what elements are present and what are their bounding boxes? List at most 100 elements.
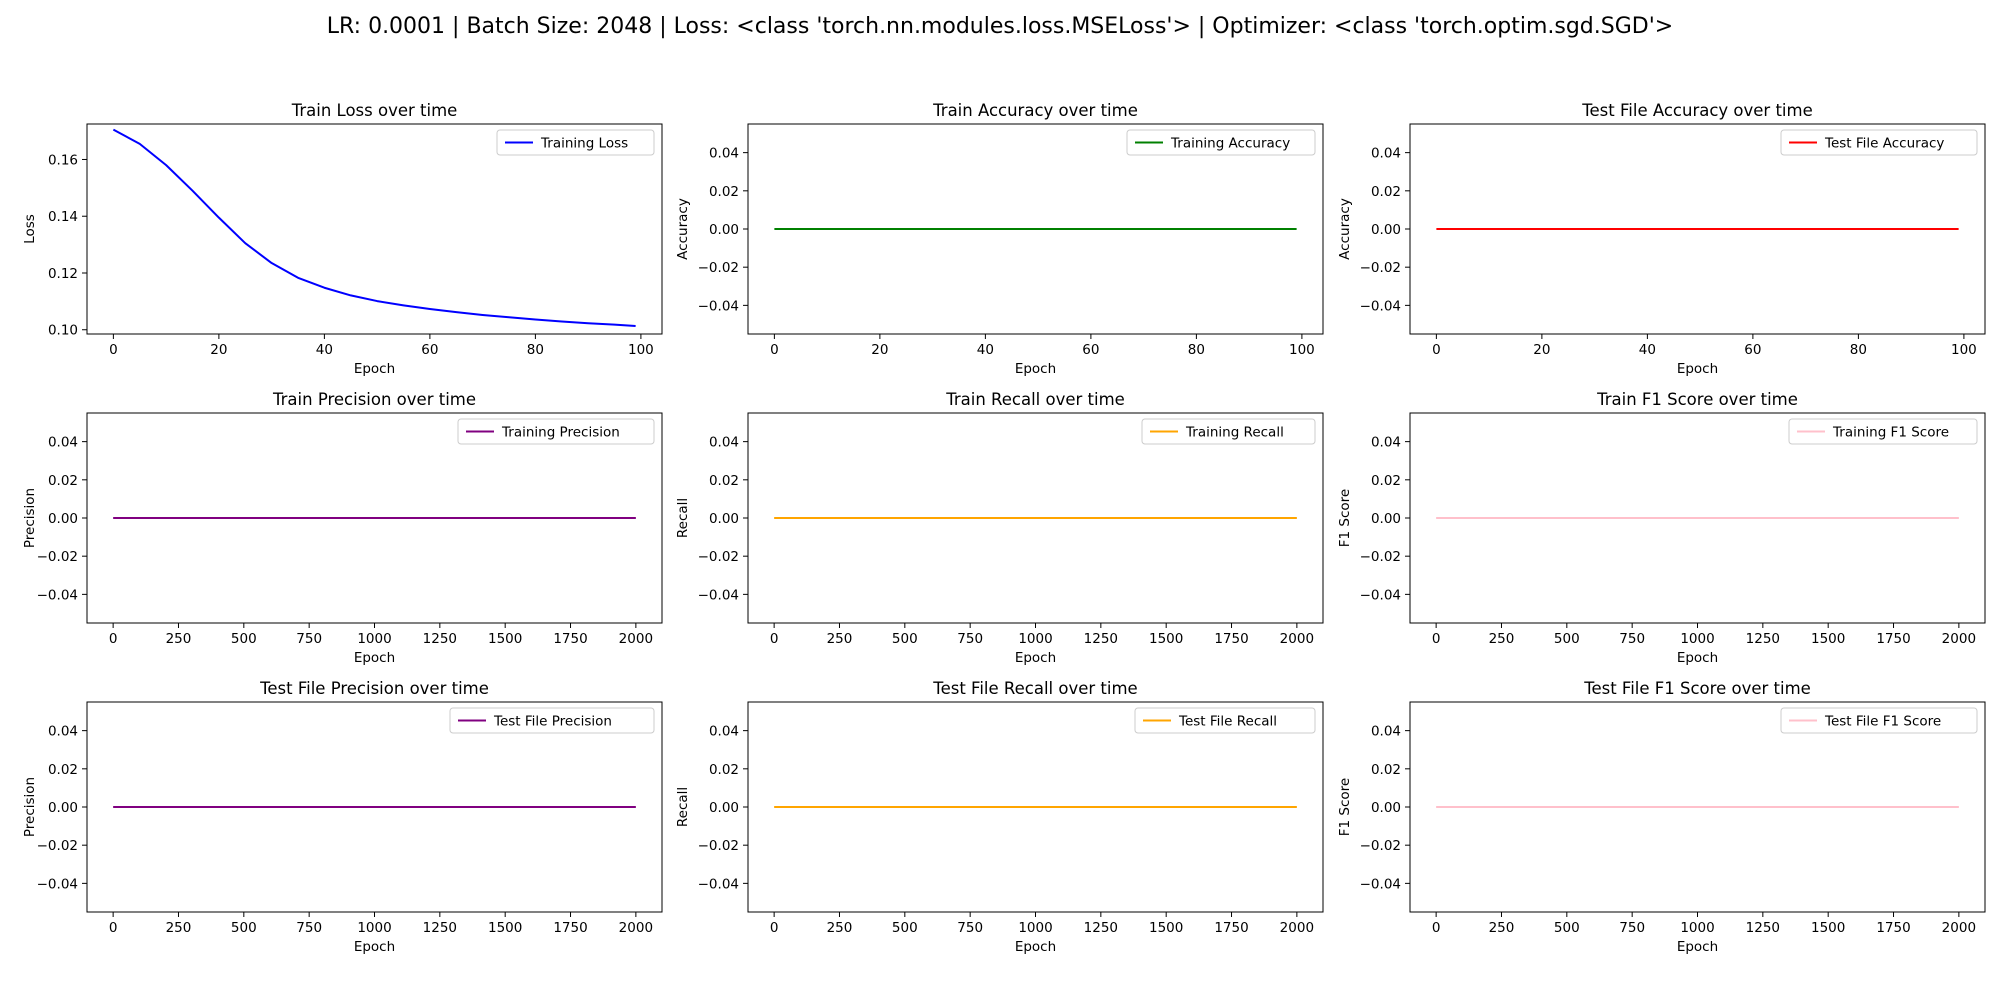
figure-title: LR: 0.0001 | Batch Size: 2048 | Loss: <c… (326, 14, 1674, 39)
x-tick-label: 1000 (1018, 920, 1052, 936)
y-axis-label: Accuracy (1337, 198, 1353, 260)
x-tick-label: 1500 (1811, 920, 1845, 936)
x-tick-label: 0 (770, 920, 779, 936)
x-tick-label: 2000 (1280, 631, 1314, 647)
x-tick-label: 20 (871, 342, 888, 358)
y-tick-label: −0.02 (698, 838, 739, 854)
x-tick-label: 40 (316, 342, 333, 358)
y-tick-label: 0.00 (48, 511, 78, 527)
legend-box (1780, 707, 1978, 734)
y-tick-label: −0.02 (37, 549, 78, 565)
legend: Training F1 Score (1788, 418, 1978, 445)
x-tick-label: 60 (421, 342, 438, 358)
x-axis-label: Epoch (354, 361, 395, 377)
legend: Training Precision (457, 418, 655, 445)
y-axis-label: Recall (675, 498, 691, 538)
x-tick-label: 1750 (1214, 631, 1248, 647)
legend: Test File Recall (1134, 707, 1316, 734)
y-tick-label: −0.02 (1360, 260, 1401, 276)
x-tick-label: 40 (1639, 342, 1656, 358)
y-tick-label: 0.16 (48, 152, 78, 168)
x-axis-label: Epoch (1677, 361, 1718, 377)
x-tick-label: 1000 (1680, 631, 1714, 647)
x-tick-label: 750 (296, 631, 322, 647)
y-tick-label: 0.00 (709, 222, 739, 238)
subplot-5: 0 250 500 750 1000 1250 1500 1750 2000 −0.04 −0.02… (675, 390, 1324, 666)
x-axis-label: Epoch (1015, 939, 1056, 955)
legend-box (1134, 707, 1316, 734)
y-tick-label: 0.02 (709, 184, 739, 200)
legend-label: Test File Precision (493, 714, 612, 730)
y-tick-label: 0.04 (709, 724, 739, 740)
x-axis-label: Epoch (1015, 650, 1056, 666)
y-axis-label: Loss (22, 214, 38, 244)
y-tick-label: 0.04 (48, 435, 78, 451)
x-tick-label: 1750 (1876, 920, 1910, 936)
y-tick-label: 0.12 (48, 266, 78, 282)
y-tick-label: 0.02 (48, 473, 78, 489)
x-tick-label: 0 (109, 342, 118, 358)
legend: Training Loss (496, 129, 655, 156)
x-axis-label: Epoch (354, 939, 395, 955)
x-tick-label: 0 (1432, 920, 1441, 936)
legend-label: Test File Recall (1178, 714, 1277, 730)
y-axis-label: Precision (22, 488, 38, 548)
legend-box (1780, 129, 1978, 156)
y-axis-label: Precision (22, 777, 38, 837)
x-axis-label: Epoch (1677, 939, 1718, 955)
y-tick-label: −0.04 (1360, 876, 1401, 892)
subplot-title: Train Recall over time (945, 390, 1125, 409)
y-axis-label: Recall (675, 787, 691, 827)
x-tick-label: 500 (892, 631, 918, 647)
x-tick-label: 1750 (553, 631, 587, 647)
y-tick-label: 0.00 (1371, 222, 1401, 238)
subplot-8: 0 250 500 750 1000 1250 1500 1750 2000 −0.04 −0.02… (675, 679, 1324, 955)
x-axis-label: Epoch (354, 650, 395, 666)
x-tick-label: 750 (1619, 920, 1645, 936)
subplot-title: Train Accuracy over time (932, 101, 1138, 120)
y-tick-label: 0.02 (1371, 473, 1401, 489)
x-tick-label: 20 (210, 342, 227, 358)
x-tick-label: 100 (1951, 342, 1977, 358)
x-tick-label: 250 (166, 631, 192, 647)
y-tick-label: 0.02 (709, 473, 739, 489)
x-tick-label: 250 (1489, 920, 1515, 936)
y-axis-label: F1 Score (1337, 489, 1353, 547)
y-tick-label: −0.04 (698, 587, 739, 603)
legend-label: Training F1 Score (1832, 425, 1949, 441)
x-tick-label: 0 (770, 342, 779, 358)
subplot-title: Test File Recall over time (932, 679, 1137, 698)
x-tick-label: 40 (977, 342, 994, 358)
x-tick-label: 1250 (423, 920, 457, 936)
subplot-1: 0 20 40 60 80 100 0.10 0.12 0.14 0.16 Train Loss o… (22, 101, 663, 377)
legend-label: Test File F1 Score (1824, 714, 1941, 730)
x-tick-label: 2000 (619, 631, 653, 647)
legend-label: Training Recall (1185, 425, 1284, 441)
y-tick-label: 0.04 (1371, 724, 1401, 740)
y-tick-label: −0.04 (37, 587, 78, 603)
x-tick-label: 750 (957, 920, 983, 936)
y-tick-label: 0.02 (48, 762, 78, 778)
x-tick-label: 1000 (1680, 920, 1714, 936)
x-tick-label: 750 (1619, 631, 1645, 647)
y-tick-label: −0.04 (37, 876, 78, 892)
axes-frame (86, 123, 663, 335)
x-tick-label: 500 (892, 920, 918, 936)
x-tick-label: 80 (527, 342, 544, 358)
subplot-title: Test File F1 Score over time (1583, 679, 1811, 698)
legend-box (1126, 129, 1316, 156)
subplot-title: Train F1 Score over time (1596, 390, 1798, 409)
y-tick-label: 0.04 (709, 435, 739, 451)
subplot-title: Train Precision over time (272, 390, 476, 409)
x-tick-label: 1000 (357, 920, 391, 936)
x-tick-label: 0 (109, 920, 118, 936)
x-tick-label: 100 (1289, 342, 1315, 358)
subplot-4: 0 250 500 750 1000 1250 1500 1750 2000 −0.04 −0.02… (22, 390, 663, 666)
legend: Training Recall (1141, 418, 1316, 445)
subplot-7: 0 250 500 750 1000 1250 1500 1750 2000 −0.04 −0.02… (22, 679, 663, 955)
x-tick-label: 100 (628, 342, 654, 358)
subplot-title: Test File Precision over time (259, 679, 489, 698)
subplot-6: 0 250 500 750 1000 1250 1500 1750 2000 −0.04 −0.02… (1337, 390, 1986, 666)
x-tick-label: 500 (1554, 631, 1580, 647)
